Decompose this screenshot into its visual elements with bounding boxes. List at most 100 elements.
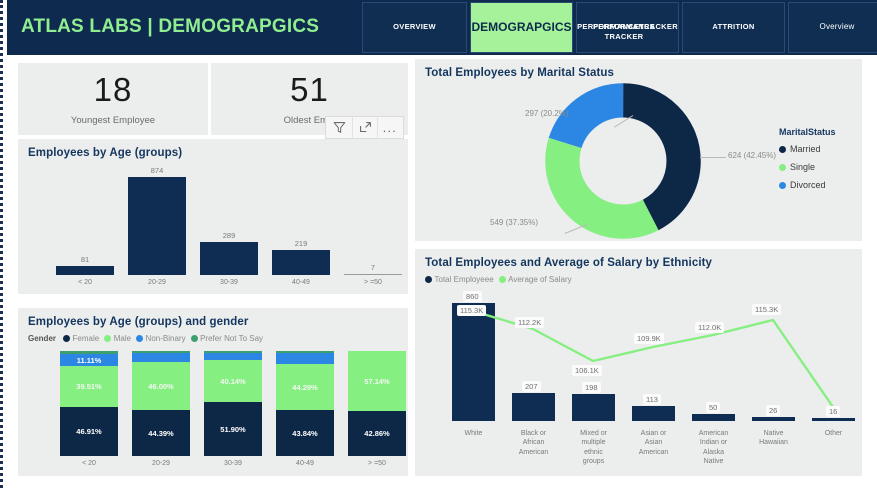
- gender-legend-item-female[interactable]: Female: [63, 334, 99, 343]
- gender-legend: Gender Female Male Non-Binary Prefer Not…: [28, 334, 263, 343]
- marital-status-donut[interactable]: [543, 81, 703, 241]
- kpi-oldest-value: 51: [290, 70, 329, 108]
- bar-ethnicity-white[interactable]: [452, 303, 495, 421]
- legend-swatch-male: [104, 335, 112, 342]
- segment-non-binary-30-39: [204, 353, 262, 360]
- marital-legend-item-divorced[interactable]: Divorced: [779, 180, 836, 190]
- focus-mode-icon[interactable]: [352, 117, 377, 138]
- segment-prefer-not-to-say-20-29: [132, 351, 190, 353]
- stacked-bar-age-50-plus[interactable]: 57.14% 42.86%: [348, 351, 406, 456]
- nav-tab-attrition[interactable]: ATTRITION: [682, 2, 785, 53]
- ethnicity-legend-label-average-salary: Average of Salary: [508, 275, 572, 284]
- stacked-bar-age-20-29[interactable]: 46.00% 44.39%: [132, 351, 190, 456]
- marital-status-plot: 297 (20.2%) 624 (42.45%) 549 (37.35%) Ma…: [415, 81, 862, 241]
- segment-label-male-30-39: 40.14%: [220, 376, 246, 386]
- bar-label-ethnicity-native-hawaiian: 26: [766, 405, 781, 416]
- page-title: ATLAS LABS | DEMOGRAPGICS: [21, 16, 320, 37]
- cat-label-ethnicity-mixed-multiple: Mixed or multiple ethnic groups: [580, 430, 607, 466]
- cat-label-ethnicity-white: White: [464, 430, 483, 437]
- donut-slice-divorced[interactable]: [545, 83, 701, 239]
- bar-label-ethnicity-asian: 113: [643, 394, 661, 405]
- cat-label-age-under-20: < 20: [78, 279, 92, 286]
- more-options-icon[interactable]: ...: [377, 117, 402, 138]
- bar-label-age-40-49: 219: [294, 239, 308, 248]
- gender-legend-title: Gender: [28, 334, 57, 343]
- donut-label-divorced: 297 (20.2%): [525, 109, 569, 118]
- donut-label-married: 624 (42.45%): [728, 151, 777, 160]
- bar-ethnicity-native-hawaiian[interactable]: [752, 417, 795, 421]
- ethnicity-panel: Total Employees and Average of Salary by…: [415, 249, 862, 476]
- ethnicity-legend: Total Employeee Average of Salary: [425, 275, 572, 284]
- stacked-bar-age-40-49[interactable]: 44.29% 43.84%: [276, 351, 334, 456]
- segment-male-50-plus: 57.14%: [348, 351, 406, 411]
- legend-swatch-non-binary: [136, 335, 144, 342]
- bar-ethnicity-asian[interactable]: [632, 406, 675, 421]
- bar-age-50-plus[interactable]: [344, 274, 402, 275]
- line-label-salary-american-indian-alaska-native: 112.0K: [695, 322, 725, 333]
- ethnicity-legend-item-average-salary[interactable]: Average of Salary: [498, 275, 572, 284]
- legend-swatch-total-employees: [425, 276, 432, 283]
- bar-label-age-30-39: 289: [222, 231, 236, 240]
- marital-status-legend-title: MaritalStatus: [779, 127, 836, 137]
- cat-label-gender-under-20: < 20: [82, 460, 96, 467]
- ethnicity-legend-label-total-employees: Total Employeee: [434, 275, 494, 284]
- segment-male-30-39: 40.14%: [204, 360, 262, 402]
- stacked-bar-age-30-39[interactable]: 40.14% 51.90%: [204, 351, 262, 456]
- line-label-salary-mixed-multiple: 106.1K: [572, 365, 602, 376]
- marital-legend-item-married[interactable]: Married: [779, 144, 836, 154]
- nav-tab-overview[interactable]: OVERVIEW: [362, 2, 467, 53]
- segment-label-non-binary-under-20: 11.11%: [76, 355, 102, 365]
- cat-label-ethnicity-native-hawaiian: Native Hawaiian: [759, 430, 788, 447]
- legend-swatch-female: [63, 335, 71, 342]
- gender-legend-item-non-binary[interactable]: Non-Binary: [136, 334, 186, 343]
- bar-ethnicity-other[interactable]: [812, 418, 855, 421]
- kpi-oldest-label: Oldest Empl: [283, 114, 336, 126]
- nav-tab-demographics[interactable]: DEMOGRAPGICS: [470, 2, 573, 53]
- legend-swatch-married: [779, 145, 786, 153]
- ethnicity-legend-item-total-employees[interactable]: Total Employeee: [425, 275, 494, 284]
- gender-legend-label-non-binary: Non-Binary: [145, 334, 186, 343]
- bar-label-age-20-29: 874: [150, 166, 164, 175]
- employees-by-age-and-gender-plot: 11.11% 39.51% 46.91% 46.00% 44.39%: [18, 348, 408, 476]
- nav-tab-overview-performance-line1: PERFORMANCE: [592, 22, 656, 31]
- legend-swatch-single: [779, 163, 786, 171]
- employees-by-age-panel: Employees by Age (groups) 81 874 289 219…: [18, 139, 408, 294]
- filter-icon[interactable]: [327, 117, 352, 138]
- marital-status-title: Total Employees by Marital Status: [425, 67, 615, 79]
- gender-legend-item-prefer-not-to-say[interactable]: Prefer Not To Say: [190, 334, 263, 343]
- marital-legend-item-single[interactable]: Single: [779, 162, 836, 172]
- bar-ethnicity-american-indian-alaska-native[interactable]: [692, 414, 735, 421]
- donut-slice-single[interactable]: [545, 83, 701, 239]
- marital-status-legend: MaritalStatus Married Single Divorced: [779, 127, 836, 198]
- segment-male-under-20: 39.51%: [60, 366, 118, 407]
- segment-label-male-50-plus: 57.14%: [364, 376, 390, 386]
- bar-age-20-29[interactable]: [128, 177, 186, 275]
- bar-label-ethnicity-american-indian-alaska-native: 50: [706, 402, 721, 413]
- legend-swatch-divorced: [779, 181, 786, 189]
- segment-female-40-49: 43.84%: [276, 410, 334, 456]
- segment-male-20-29: 46.00%: [132, 362, 190, 410]
- bar-ethnicity-mixed-multiple[interactable]: [572, 394, 615, 421]
- segment-non-binary-20-29: [132, 353, 190, 362]
- line-label-salary-black-african-american: 112.2K: [515, 317, 545, 328]
- ethnicity-plot: 860 207 198 113 50 26 16 115.3K 112.2K 1…: [415, 289, 862, 476]
- gender-legend-item-male[interactable]: Male: [104, 334, 131, 343]
- nav-tab-overview-performance-line2: TRACKER: [604, 32, 644, 42]
- donut-slice-married[interactable]: [545, 83, 701, 239]
- kpi-card-youngest-employee[interactable]: 18 Youngest Employee: [18, 63, 208, 135]
- cat-label-gender-50-plus: > =50: [368, 460, 386, 467]
- line-label-salary-asian: 109.9K: [634, 333, 664, 344]
- bar-age-under-20[interactable]: [56, 266, 114, 275]
- cat-label-age-50-plus: > =50: [364, 279, 382, 286]
- cat-label-ethnicity-other: Other: [824, 430, 843, 437]
- bar-age-30-39[interactable]: [200, 242, 258, 275]
- cat-label-gender-20-29: 20-29: [152, 460, 170, 467]
- bar-age-40-49[interactable]: [272, 250, 330, 275]
- marital-status-panel: Total Employees by Marital Status 297 (2…: [415, 59, 862, 241]
- nav-tab-performance-tracker[interactable]: PERFORMANCE TRACKER: [576, 2, 679, 53]
- stacked-bar-age-under-20[interactable]: 11.11% 39.51% 46.91%: [60, 351, 118, 456]
- nav-tab-overview-performance-tracker[interactable]: Overview PERFORMANCE TRACKER: [593, 2, 877, 53]
- cat-label-ethnicity-black-african-american: Black or African American: [518, 430, 549, 456]
- bar-ethnicity-black-african-american[interactable]: [512, 393, 555, 421]
